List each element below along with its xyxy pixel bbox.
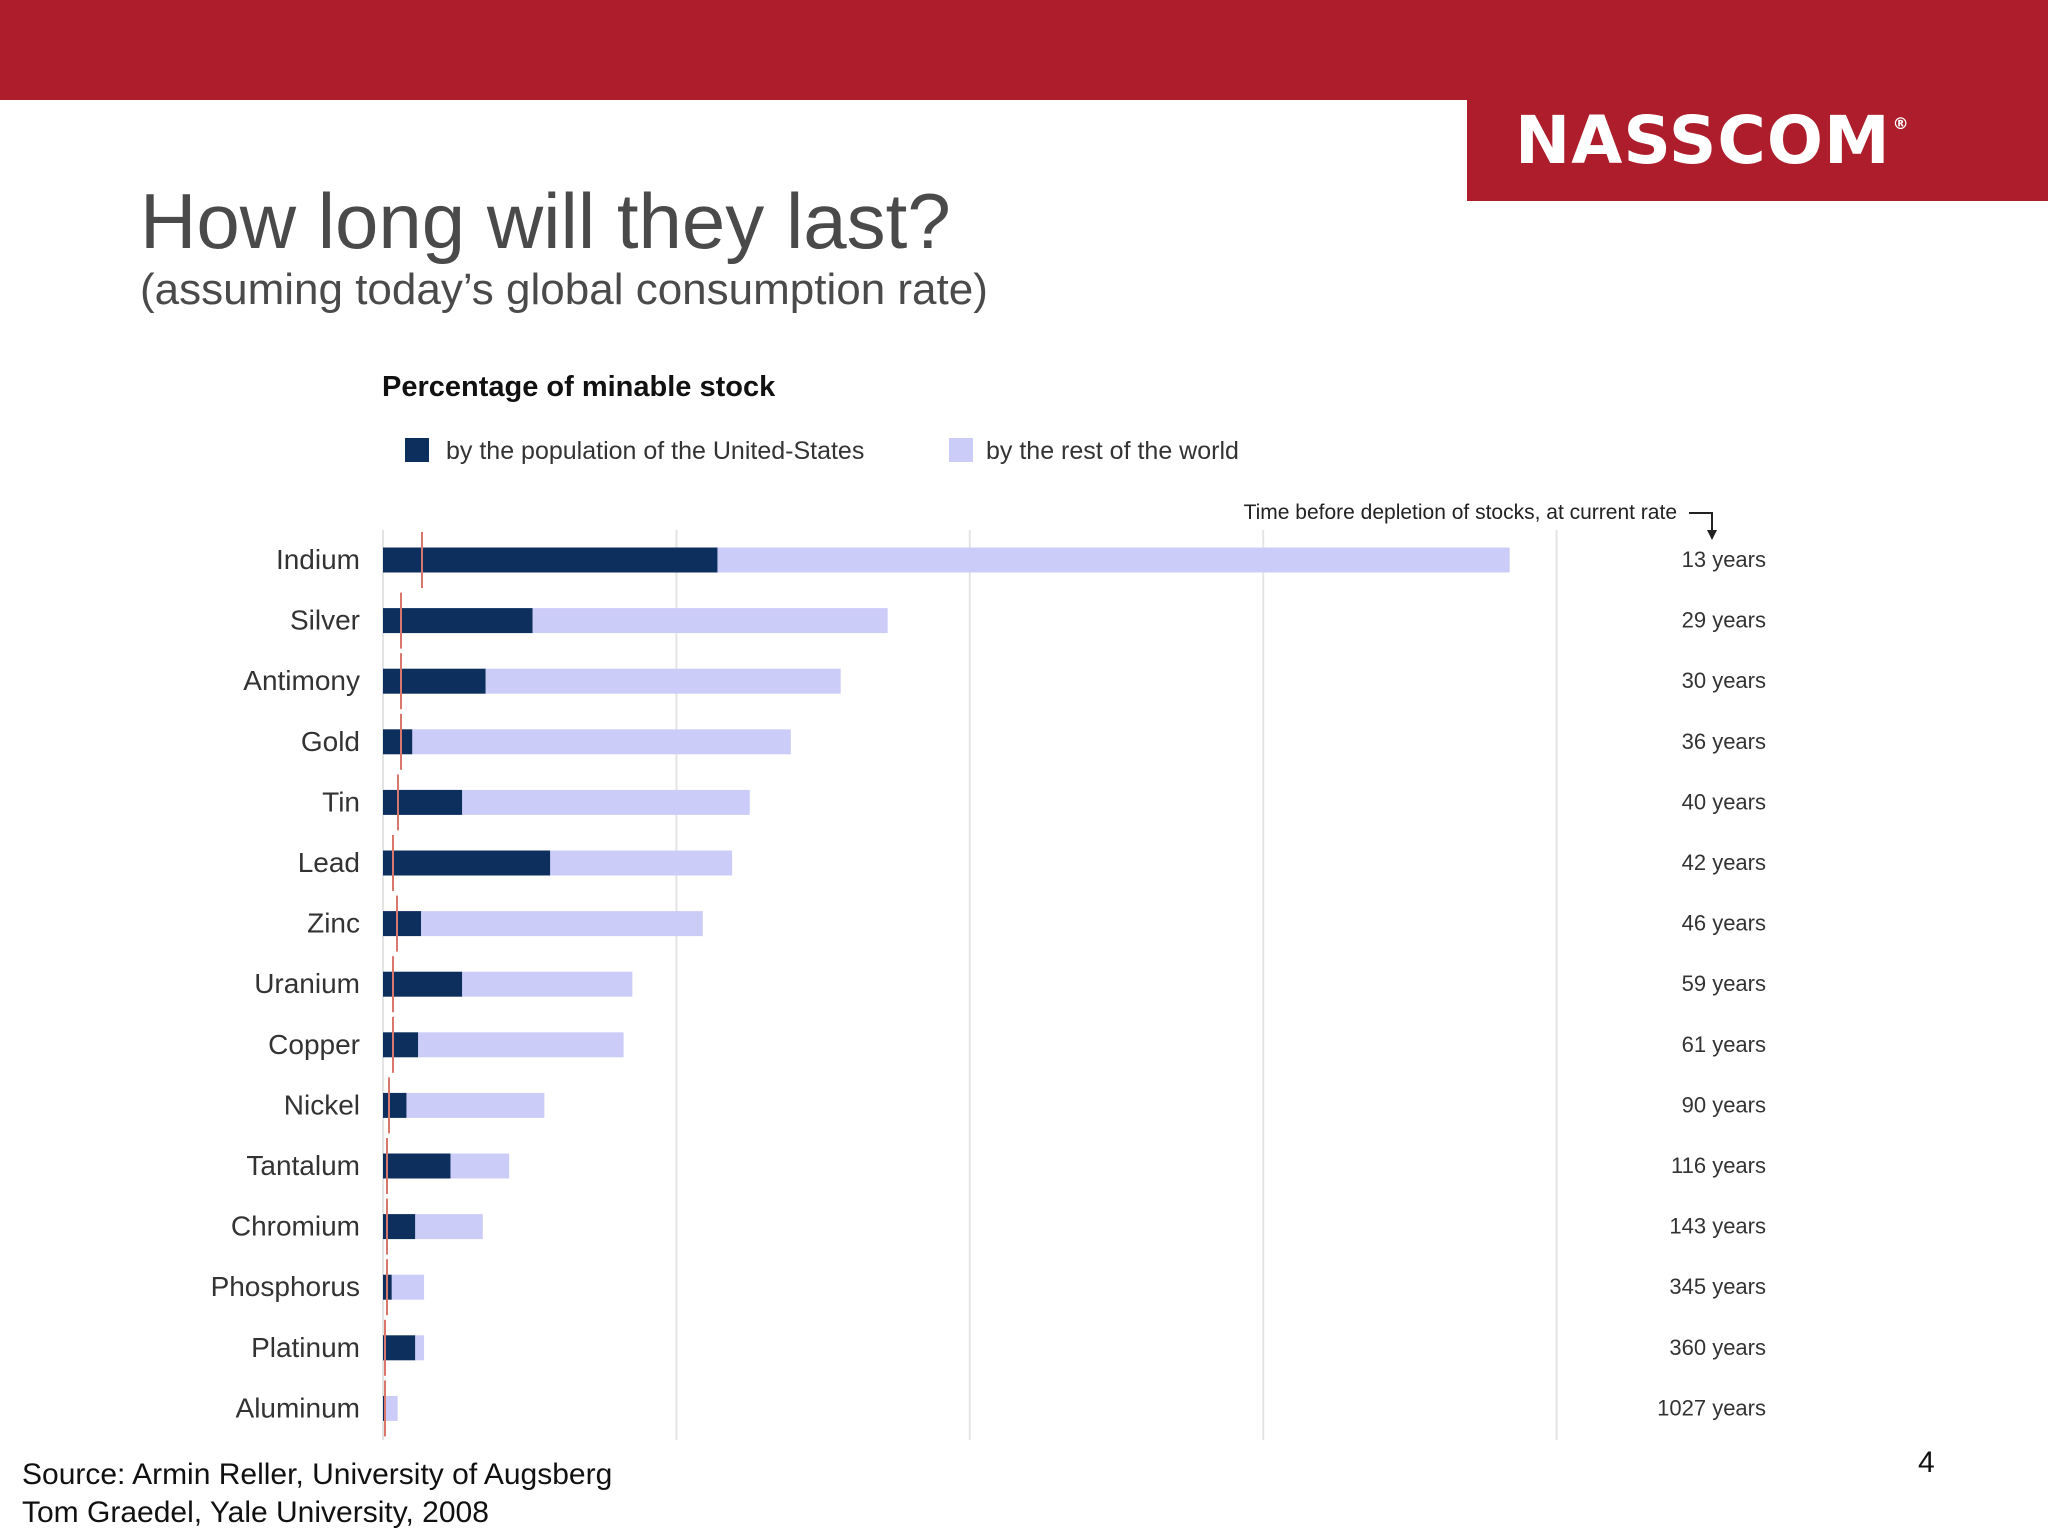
years-label: 90 years (1682, 1092, 1766, 1117)
bar-us (383, 729, 413, 755)
bar-world (406, 1092, 545, 1118)
bar-world (532, 608, 888, 634)
bar-world (385, 1395, 398, 1421)
years-label: 116 years (1671, 1153, 1766, 1178)
source-citation: Source: Armin Reller, University of Augs… (22, 1456, 612, 1532)
years-label: 61 years (1682, 1032, 1766, 1057)
category-label: Lead (298, 847, 360, 878)
category-label: Aluminum (236, 1392, 360, 1423)
chart-title: Percentage of minable stock (382, 371, 776, 403)
bar-us (383, 850, 551, 876)
years-label: 29 years (1682, 608, 1766, 633)
bar-us (383, 608, 533, 634)
category-label: Tantalum (246, 1150, 360, 1181)
bar-us (383, 1335, 416, 1361)
years-label: 30 years (1682, 668, 1766, 693)
bar-world (391, 1274, 425, 1300)
years-label: 40 years (1682, 789, 1766, 814)
header-bar (0, 0, 2048, 100)
annotation-arrow-line (1689, 512, 1713, 537)
bar-world (421, 911, 703, 937)
category-label: Phosphorus (211, 1271, 360, 1302)
category-label: Tin (322, 786, 360, 817)
depletion-chart: Percentage of minable stock by the popula… (211, 371, 1766, 1440)
bar-us (383, 1214, 416, 1240)
slide-title: How long will they last? (140, 177, 951, 265)
bar-world (550, 850, 733, 876)
category-label: Uranium (254, 968, 360, 999)
category-label: Antimony (243, 665, 360, 696)
bar-world (412, 729, 791, 755)
source-line-2: Tom Graedel, Yale University, 2008 (22, 1496, 489, 1529)
bar-us (383, 1092, 407, 1118)
category-label: Gold (301, 726, 360, 757)
category-label: Nickel (284, 1089, 360, 1120)
bar-world (717, 547, 1510, 573)
bar-us (383, 911, 422, 937)
years-label: 59 years (1682, 971, 1766, 996)
legend-swatch-world (949, 438, 973, 462)
bar-world (462, 789, 750, 815)
brand-name: NASSCOM (1515, 102, 1891, 179)
years-label: 42 years (1682, 850, 1766, 875)
category-label: Silver (290, 605, 360, 636)
page-number: 4 (1918, 1446, 1935, 1479)
bar-world (418, 1032, 624, 1058)
bar-us (383, 1153, 451, 1179)
category-label: Indium (276, 544, 360, 575)
bar-us (383, 789, 463, 815)
bar-world (415, 1335, 425, 1361)
years-label: 1027 years (1657, 1395, 1766, 1420)
category-label: Platinum (251, 1332, 360, 1363)
source-line-1: Source: Armin Reller, University of Augs… (22, 1458, 613, 1491)
bar-world (485, 668, 841, 694)
years-label: 13 years (1682, 547, 1766, 572)
category-label: Zinc (307, 908, 360, 939)
nasscom-logo: NASSCOM ® (1515, 102, 1910, 179)
years-label: 345 years (1669, 1274, 1766, 1299)
bar-world (462, 971, 633, 997)
slide-subtitle: (assuming today’s global consumption rat… (140, 265, 988, 314)
years-label: 143 years (1669, 1214, 1766, 1239)
legend-label-world: by the rest of the world (986, 437, 1239, 465)
category-label: Chromium (231, 1211, 360, 1242)
registered-mark: ® (1892, 114, 1910, 133)
years-label: 360 years (1669, 1335, 1766, 1360)
legend-label-us: by the population of the United-States (446, 437, 864, 465)
years-label: 46 years (1682, 911, 1766, 936)
bar-world (450, 1153, 510, 1179)
depletion-annotation: Time before depletion of stocks, at curr… (1244, 501, 1677, 524)
category-label: Copper (268, 1029, 360, 1060)
annotation-arrow-head (1707, 530, 1717, 540)
bar-us (383, 971, 463, 997)
years-label: 36 years (1682, 729, 1766, 754)
logo-panel: NASSCOM ® (1467, 100, 2048, 201)
bar-us (383, 1032, 419, 1058)
legend-swatch-us (405, 438, 429, 462)
bar-world (415, 1214, 483, 1240)
bar-us (383, 547, 718, 573)
bar-us (383, 668, 486, 694)
